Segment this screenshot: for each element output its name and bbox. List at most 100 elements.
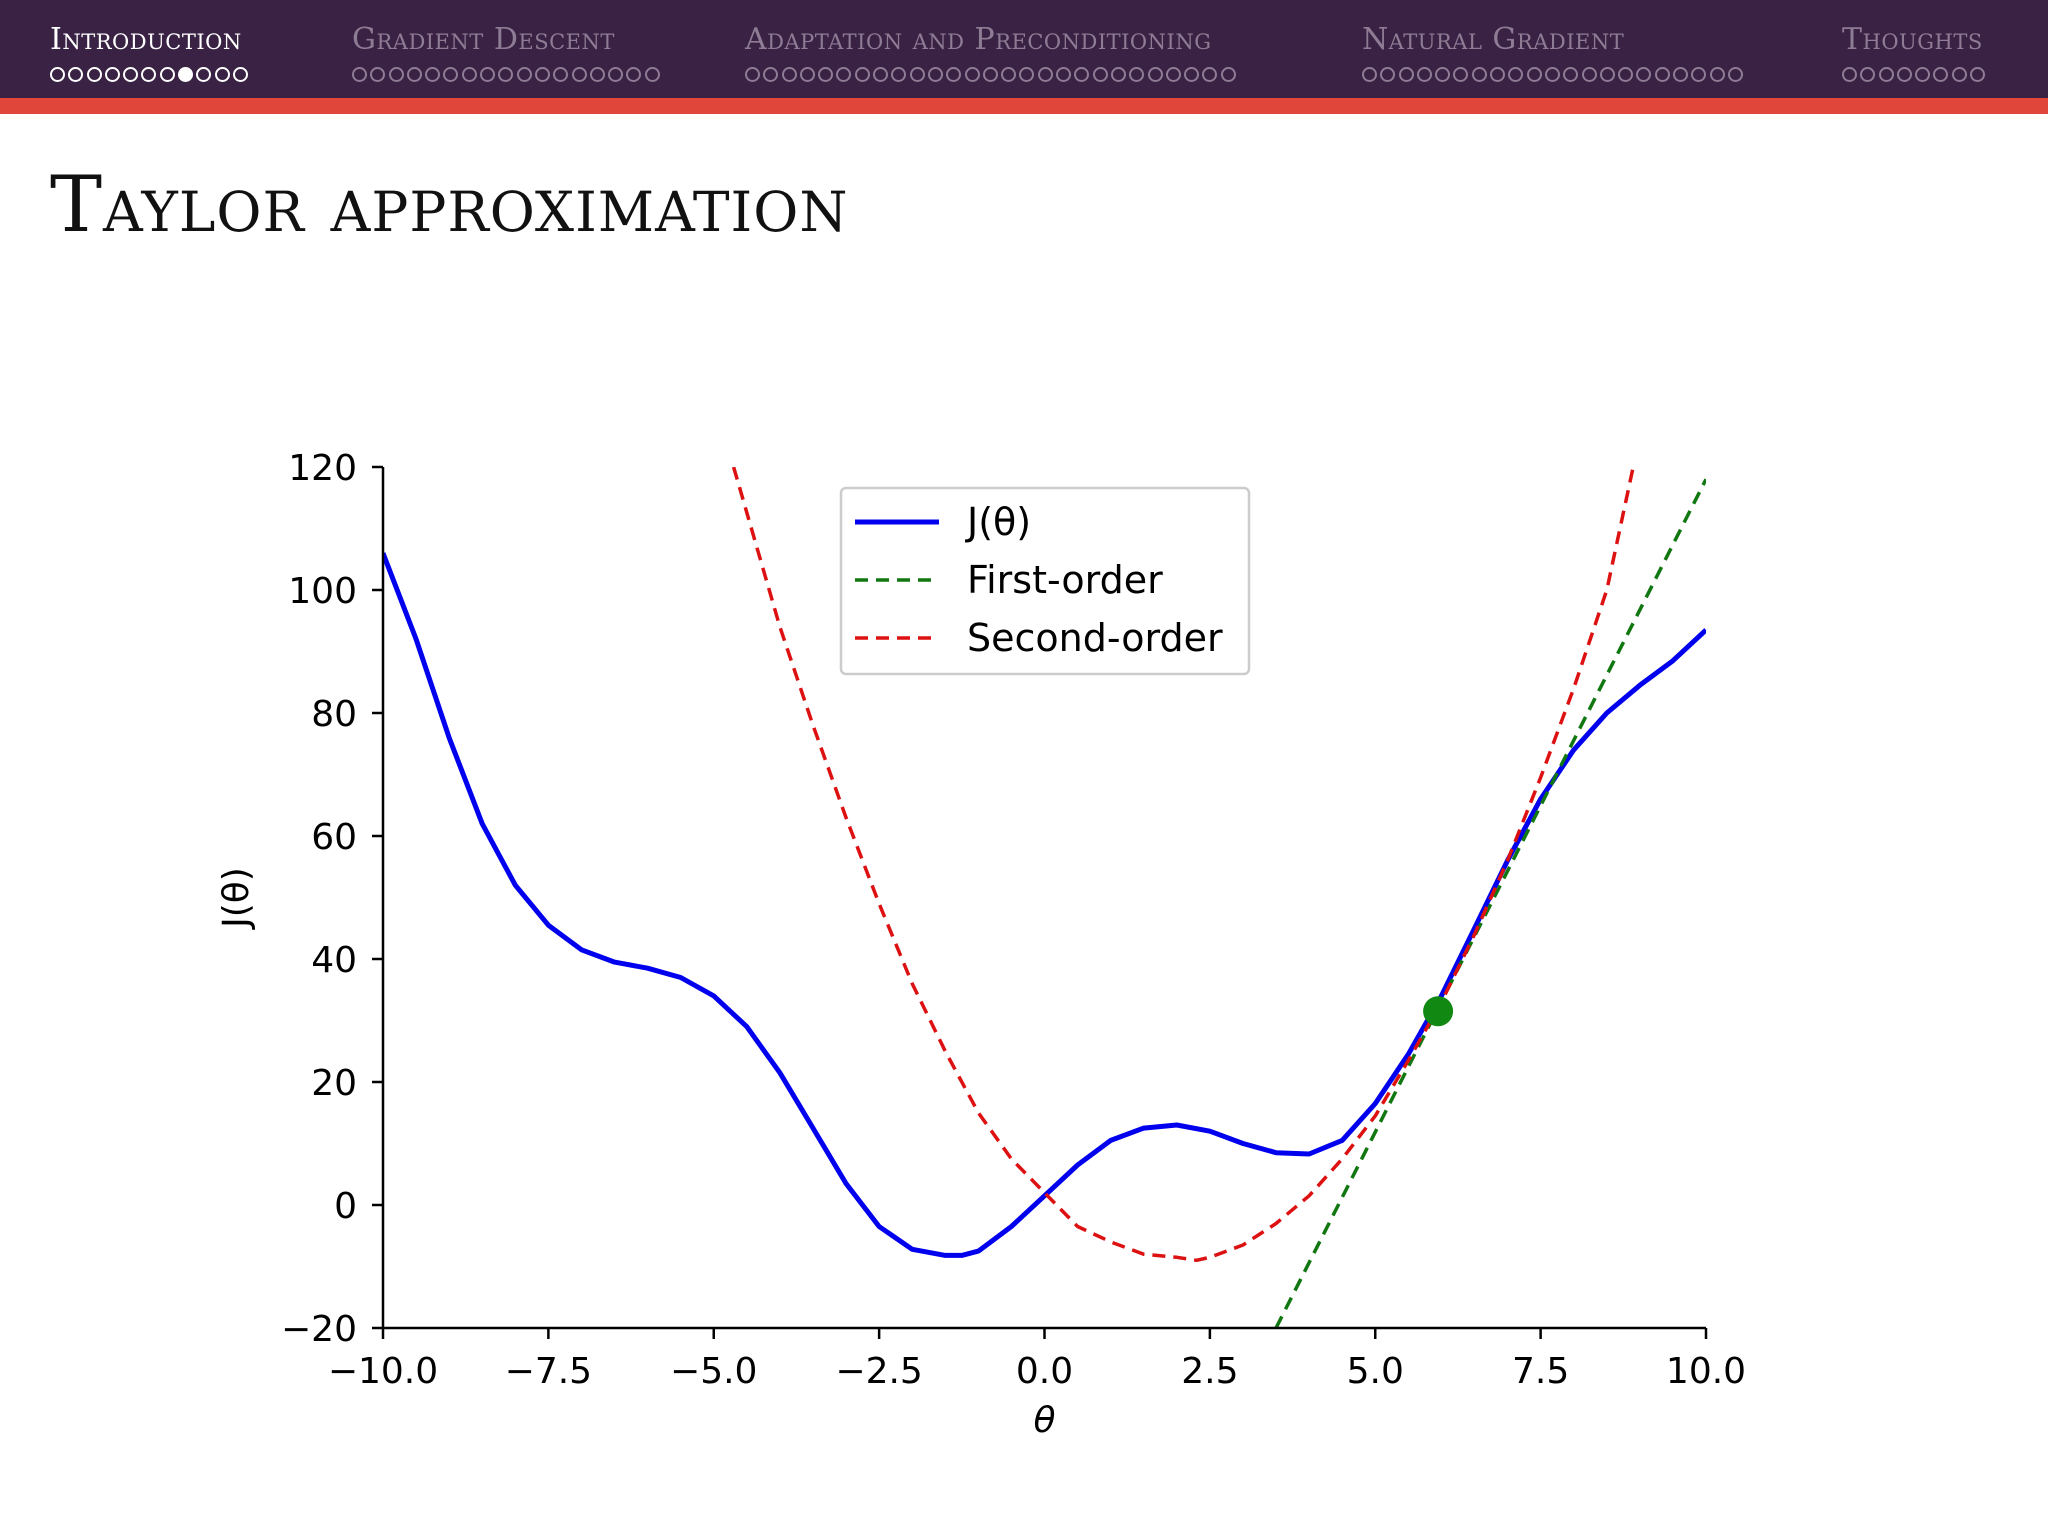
nav-section-title: Gradient Descent xyxy=(352,22,615,57)
nav-dot[interactable] xyxy=(352,67,367,82)
nav-dot[interactable] xyxy=(480,67,496,82)
nav-dot[interactable] xyxy=(1878,67,1894,82)
nav-dot[interactable] xyxy=(1110,67,1126,82)
y-tick-label: 120 xyxy=(288,448,357,489)
nav-dot[interactable] xyxy=(1618,67,1634,82)
nav-dot[interactable] xyxy=(1673,67,1689,82)
x-tick-label: −2.5 xyxy=(835,1351,922,1392)
nav-dot[interactable] xyxy=(1453,67,1469,82)
nav-dot[interactable] xyxy=(196,67,212,82)
nav-dot[interactable] xyxy=(1398,67,1414,82)
nav-dot[interactable] xyxy=(1202,67,1218,82)
nav-dot[interactable] xyxy=(1599,67,1615,82)
legend-label-0: J(θ) xyxy=(965,500,1031,544)
nav-dot[interactable] xyxy=(1037,67,1053,82)
nav-dot[interactable] xyxy=(763,67,779,82)
nav-dot[interactable] xyxy=(1220,67,1236,82)
nav-dot[interactable] xyxy=(818,67,834,82)
nav-dot[interactable] xyxy=(1915,67,1931,82)
nav-dot[interactable] xyxy=(589,67,605,82)
nav-dot[interactable] xyxy=(909,67,925,82)
nav-dot[interactable] xyxy=(1691,67,1707,82)
nav-dot[interactable] xyxy=(1727,67,1743,82)
nav-dot[interactable] xyxy=(1056,67,1072,82)
slide-title: Taylor approximation xyxy=(50,160,849,250)
nav-dot[interactable] xyxy=(891,67,907,82)
y-tick-label: 100 xyxy=(288,571,357,612)
nav-dot-current[interactable] xyxy=(178,67,194,82)
nav-dot[interactable] xyxy=(1380,67,1396,82)
nav-dot[interactable] xyxy=(1184,67,1200,82)
nav-dot[interactable] xyxy=(1933,67,1949,82)
nav-dot[interactable] xyxy=(123,67,139,82)
nav-dot[interactable] xyxy=(1416,67,1432,82)
nav-dot[interactable] xyxy=(1951,67,1967,82)
nav-dot[interactable] xyxy=(1165,67,1181,82)
nav-dot[interactable] xyxy=(388,67,404,82)
nav-dot[interactable] xyxy=(781,67,797,82)
nav-dot[interactable] xyxy=(50,67,65,82)
nav-dot[interactable] xyxy=(425,67,441,82)
nav-dot[interactable] xyxy=(159,67,175,82)
nav-dot[interactable] xyxy=(461,67,477,82)
x-axis-label: θ xyxy=(1033,1400,1055,1441)
nav-dot[interactable] xyxy=(141,67,157,82)
nav-dot[interactable] xyxy=(86,67,102,82)
nav-dot[interactable] xyxy=(854,67,870,82)
nav-dot[interactable] xyxy=(608,67,624,82)
y-axis-label: J(θ) xyxy=(216,867,257,930)
nav-dot[interactable] xyxy=(68,67,84,82)
nav-dot[interactable] xyxy=(1636,67,1652,82)
nav-dot[interactable] xyxy=(443,67,459,82)
nav-dot[interactable] xyxy=(1490,67,1506,82)
nav-dot[interactable] xyxy=(571,67,587,82)
nav-dot[interactable] xyxy=(534,67,550,82)
nav-dot[interactable] xyxy=(745,67,760,82)
nav-dot[interactable] xyxy=(104,67,120,82)
nav-dot[interactable] xyxy=(370,67,386,82)
nav-dot[interactable] xyxy=(1709,67,1725,82)
nav-dot[interactable] xyxy=(1147,67,1163,82)
nav-dot[interactable] xyxy=(553,67,569,82)
nav-dot[interactable] xyxy=(1092,67,1108,82)
y-tick-label: −20 xyxy=(281,1309,357,1350)
nav-dot[interactable] xyxy=(1435,67,1451,82)
nav-dot[interactable] xyxy=(1896,67,1912,82)
nav-dot[interactable] xyxy=(1526,67,1542,82)
nav-dot[interactable] xyxy=(1001,67,1017,82)
nav-dot[interactable] xyxy=(406,67,422,82)
nav-dot[interactable] xyxy=(1544,67,1560,82)
nav-slide-dots xyxy=(1362,67,1743,82)
nav-section-title: Introduction xyxy=(50,22,242,57)
nav-dot[interactable] xyxy=(836,67,852,82)
nav-dot[interactable] xyxy=(946,67,962,82)
nav-dot[interactable] xyxy=(498,67,514,82)
nav-dot[interactable] xyxy=(927,67,943,82)
x-tick-label: −10.0 xyxy=(328,1351,438,1392)
nav-dot[interactable] xyxy=(1508,67,1524,82)
nav-dot[interactable] xyxy=(1019,67,1035,82)
nav-dot[interactable] xyxy=(1581,67,1597,82)
nav-dot[interactable] xyxy=(214,67,230,82)
y-tick-label: 80 xyxy=(311,694,357,735)
nav-dot[interactable] xyxy=(1970,67,1986,82)
nav-dot[interactable] xyxy=(1860,67,1876,82)
nav-dot[interactable] xyxy=(1563,67,1579,82)
nav-dot[interactable] xyxy=(799,67,815,82)
nav-dot[interactable] xyxy=(964,67,980,82)
nav-dot[interactable] xyxy=(1362,67,1377,82)
nav-dot[interactable] xyxy=(626,67,642,82)
nav-dot[interactable] xyxy=(982,67,998,82)
y-tick-label: 20 xyxy=(311,1063,357,1104)
nav-dot[interactable] xyxy=(1654,67,1670,82)
nav-dot[interactable] xyxy=(1074,67,1090,82)
nav-dot[interactable] xyxy=(516,67,532,82)
nav-dot[interactable] xyxy=(1471,67,1487,82)
nav-dot[interactable] xyxy=(1129,67,1145,82)
nav-section-title: Natural Gradient xyxy=(1362,22,1625,57)
nav-dot[interactable] xyxy=(873,67,889,82)
nav-dot[interactable] xyxy=(644,67,660,82)
nav-dot[interactable] xyxy=(232,67,248,82)
nav-dot[interactable] xyxy=(1842,67,1857,82)
